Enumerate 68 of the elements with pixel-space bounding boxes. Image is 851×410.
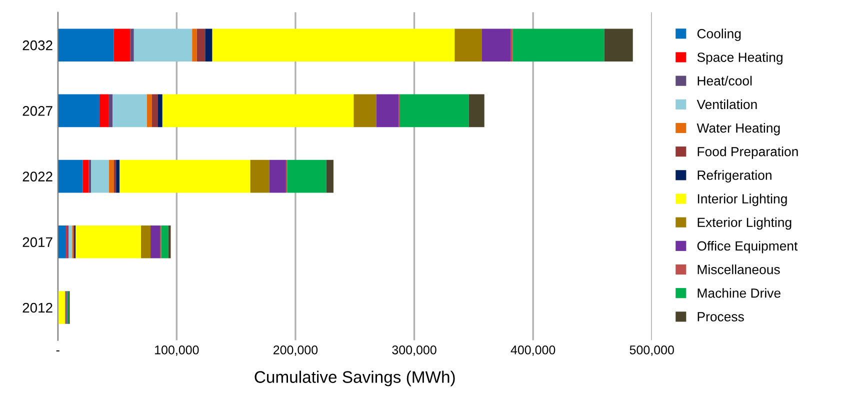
bar	[326, 160, 334, 193]
legend-label: Process	[698, 312, 744, 322]
bar	[196, 28, 206, 62]
bar	[269, 160, 286, 193]
bar	[376, 94, 399, 128]
bar	[99, 94, 109, 128]
bar	[192, 28, 197, 62]
x-tick-label: 400,000	[510, 345, 556, 356]
x-tick-label: 100,000	[155, 345, 199, 356]
bar	[150, 226, 160, 258]
bar	[114, 160, 116, 193]
bar	[114, 28, 130, 62]
bar	[58, 226, 66, 258]
bar	[454, 28, 482, 62]
bar	[91, 160, 109, 193]
bar	[152, 94, 158, 128]
y-tick-label: 2032	[22, 40, 52, 50]
bar	[58, 28, 114, 62]
legend-label: Refrigeration	[698, 170, 772, 182]
bar	[212, 28, 455, 62]
bar	[287, 160, 326, 193]
bar	[58, 94, 100, 128]
legend-label: Miscellaneous	[698, 264, 780, 274]
y-tick-label: 2017	[22, 237, 52, 248]
legend-label: Interior Lighting	[698, 194, 787, 206]
legend-label: Water Heating	[696, 123, 780, 136]
bar	[162, 94, 354, 128]
bar	[604, 28, 633, 62]
bar	[400, 94, 469, 128]
bar	[108, 94, 113, 128]
x-tick-label: 300,000	[392, 345, 436, 356]
y-tick-label: 2012	[22, 302, 52, 313]
bar	[205, 28, 212, 62]
legend-label: Ventilation	[696, 99, 757, 110]
bar	[82, 160, 89, 193]
y-tick-label: 2027	[22, 106, 52, 116]
bar	[146, 94, 152, 128]
bar	[58, 291, 65, 324]
bar	[468, 94, 484, 128]
bar	[161, 226, 168, 258]
bar	[58, 160, 83, 193]
bar	[68, 226, 72, 258]
bar	[482, 28, 510, 62]
bar	[116, 160, 120, 193]
bar	[134, 28, 192, 62]
x-tick-label: 200,000	[274, 345, 318, 356]
bar	[158, 94, 162, 128]
x-axis-title: Cumulative Savings (MWh)	[254, 370, 455, 386]
bar	[354, 94, 376, 128]
x-tick-label: -	[56, 350, 60, 352]
bar	[130, 28, 134, 62]
legend-label: Space Heating	[697, 52, 782, 65]
bar	[76, 226, 142, 258]
legend-label: Office Equipment	[697, 240, 798, 254]
bar	[120, 160, 250, 193]
legend-label: Food Preparation	[698, 146, 798, 159]
legend-label: Cooling	[697, 28, 741, 41]
bar	[141, 226, 151, 258]
y-tick-label: 2022	[22, 172, 52, 182]
bar	[108, 160, 114, 193]
bar	[512, 28, 604, 62]
bar	[510, 28, 513, 62]
bar	[112, 94, 147, 128]
legend-label: Heat/cool	[698, 76, 752, 86]
x-tick-label: 500,000	[630, 345, 674, 356]
bar	[250, 160, 270, 193]
legend-label: Exterior Lighting	[698, 217, 792, 230]
legend-label: Machine Drive	[698, 288, 780, 298]
